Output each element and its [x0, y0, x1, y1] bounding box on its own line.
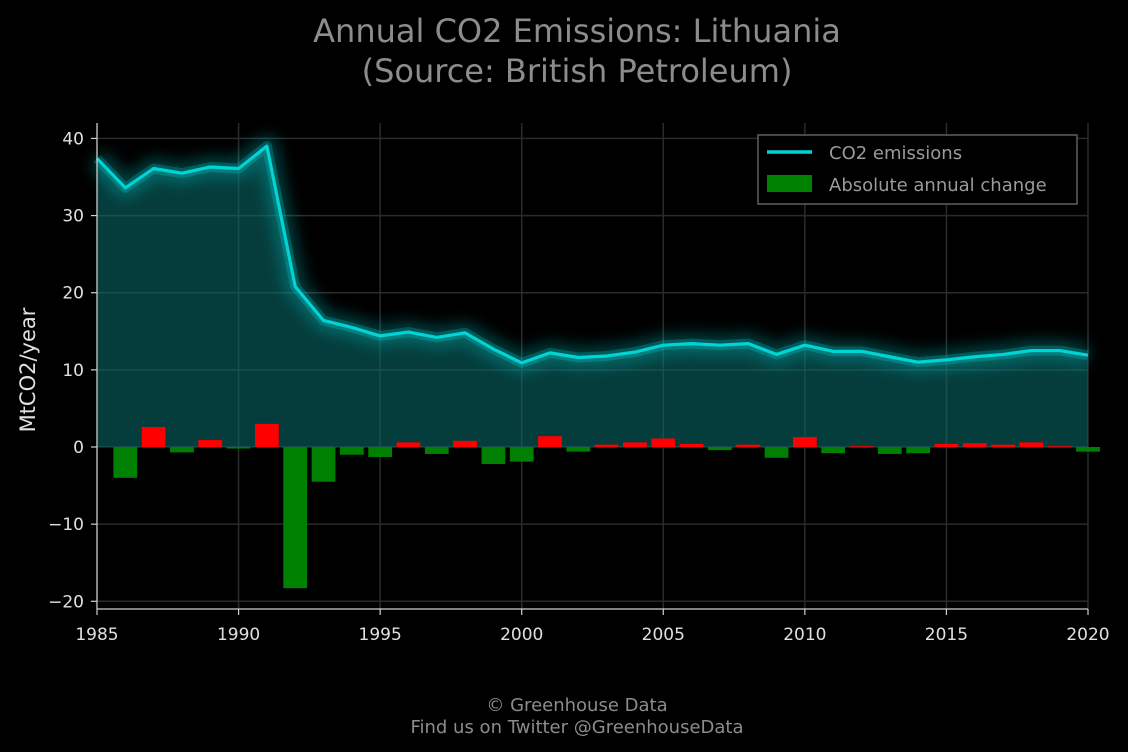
change-bar	[792, 436, 817, 447]
y-tick-label: 10	[62, 361, 84, 381]
change-bar	[339, 447, 364, 455]
emissions-area-fill	[97, 146, 1088, 447]
y-axis-label: MtCO2/year	[16, 307, 40, 432]
change-bar	[1076, 447, 1100, 452]
y-tick-label: 20	[62, 284, 84, 304]
change-bar	[623, 442, 647, 447]
change-bar	[254, 423, 279, 447]
change-bar	[934, 443, 959, 447]
change-bar	[821, 447, 846, 454]
legend-label-change: Absolute annual change	[829, 175, 1047, 196]
change-bar	[538, 436, 562, 447]
change-bar	[170, 447, 194, 453]
y-tick-label: 30	[62, 207, 84, 227]
chart-title: Annual CO2 Emissions: Lithuania	[313, 12, 841, 50]
y-tick-label: 0	[73, 438, 84, 458]
emissions-area	[97, 146, 1088, 447]
change-bar	[1047, 446, 1072, 448]
x-tick-label: 1995	[359, 625, 402, 645]
change-bar	[283, 447, 308, 589]
x-tick-label: 2005	[642, 625, 685, 645]
x-tick-label: 2020	[1066, 625, 1109, 645]
change-bar	[1019, 442, 1044, 447]
change-bar	[906, 447, 931, 454]
legend-label-emissions: CO2 emissions	[829, 143, 962, 164]
change-bar	[424, 447, 449, 454]
change-bar	[962, 443, 987, 447]
y-tick-label: 40	[62, 129, 84, 149]
change-bar	[141, 426, 166, 447]
change-bar	[991, 444, 1015, 447]
legend-box	[757, 134, 1078, 205]
change-bar	[594, 444, 619, 447]
change-bar	[481, 447, 506, 464]
annual-change-bars	[113, 423, 1100, 589]
x-tick-label: 2000	[500, 625, 543, 645]
change-bar	[396, 442, 421, 447]
change-bar	[708, 447, 732, 451]
change-bar	[877, 447, 902, 454]
y-tick-label: −10	[48, 515, 84, 535]
change-bar	[198, 440, 223, 447]
change-bar	[226, 447, 251, 449]
y-tick-label: −20	[48, 592, 84, 612]
emissions-line	[95, 144, 1089, 365]
axes	[91, 123, 1089, 615]
legend: CO2 emissions Absolute annual change	[757, 134, 1078, 205]
change-bar	[736, 444, 761, 447]
x-tick-label: 1985	[75, 625, 118, 645]
change-bar	[311, 447, 336, 482]
change-bar	[368, 447, 393, 458]
emissions-line-group	[89, 135, 1090, 374]
x-tick-label: 2010	[783, 625, 826, 645]
x-tick-label: 1990	[217, 625, 260, 645]
chart-subtitle: (Source: British Petroleum)	[362, 52, 793, 90]
change-bar	[566, 447, 591, 452]
footer-copyright: © Greenhouse Data	[486, 695, 667, 716]
x-tick-label: 2015	[925, 625, 968, 645]
change-bar	[113, 447, 138, 478]
change-bar	[764, 447, 789, 458]
x-tick-labels: 1985 1990 1995 2000 2005 2010 2015 2020	[75, 625, 1109, 645]
change-bar	[679, 443, 704, 447]
change-bar	[509, 447, 534, 462]
change-bar	[651, 438, 676, 447]
y-tick-labels: 40 30 20 10 0 −10 −20	[48, 129, 84, 612]
legend-bar-swatch	[767, 175, 812, 192]
footer-twitter: Find us on Twitter @GreenhouseData	[410, 717, 743, 738]
change-bar	[453, 440, 477, 447]
change-bar	[849, 446, 874, 448]
